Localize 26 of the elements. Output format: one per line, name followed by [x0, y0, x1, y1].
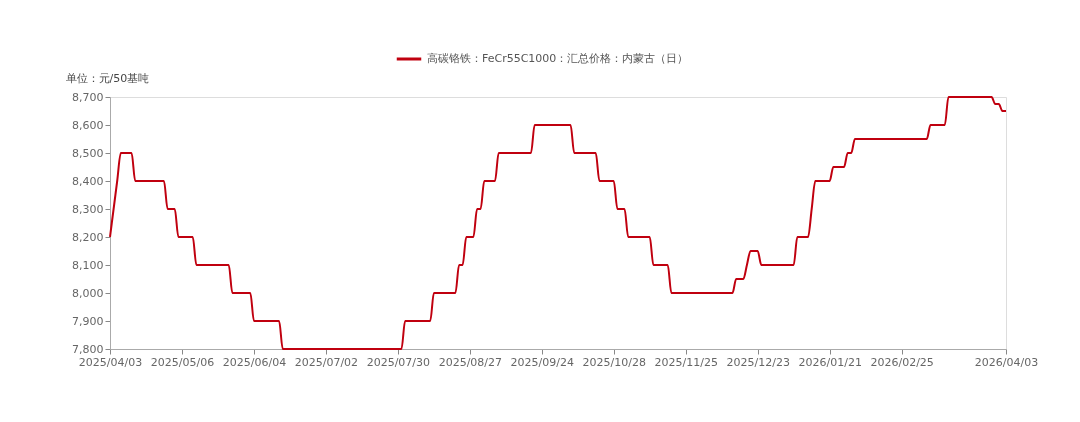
x-tick-label: 2025/07/30 — [366, 355, 431, 369]
y-tick-label: 8,400 — [72, 174, 104, 188]
x-tick-label: 2025/10/28 — [582, 355, 646, 369]
x-tick-label: 2026/01/21 — [798, 355, 862, 369]
y-tick-label: 8,600 — [72, 118, 104, 132]
y-tick-label: 8,300 — [72, 202, 104, 216]
x-tick-label: 2025/11/25 — [654, 355, 718, 369]
y-tick-label: 8,500 — [72, 146, 104, 160]
x-tick-label: 2025/08/27 — [438, 355, 503, 369]
x-tick-label: 2026/02/25 — [870, 355, 934, 369]
y-tick-label: 8,000 — [72, 286, 104, 300]
legend-label: 高碳铬铁：FeCr55C1000：汇总价格：内蒙古（日） — [427, 52, 689, 65]
y-tick-label: 8,200 — [72, 230, 104, 244]
y-tick-label: 7,900 — [72, 314, 104, 328]
x-tick-label: 2026/04/03 — [974, 355, 1039, 369]
x-tick-label: 2025/04/03 — [78, 355, 143, 369]
y-tick-label: 8,100 — [72, 258, 104, 272]
x-tick-label: 2025/05/06 — [150, 355, 215, 369]
x-tick-label: 2025/06/04 — [222, 355, 287, 369]
x-tick-label: 2025/07/02 — [294, 355, 359, 369]
x-tick-label: 2025/12/23 — [726, 355, 790, 369]
y-tick-label: 7,800 — [72, 342, 104, 356]
x-tick-label: 2025/09/24 — [510, 355, 575, 369]
y-tick-label: 8,700 — [72, 90, 104, 104]
line-series — [109, 96, 1007, 350]
y-axis-title: 单位：元/50基吨 — [65, 71, 150, 85]
